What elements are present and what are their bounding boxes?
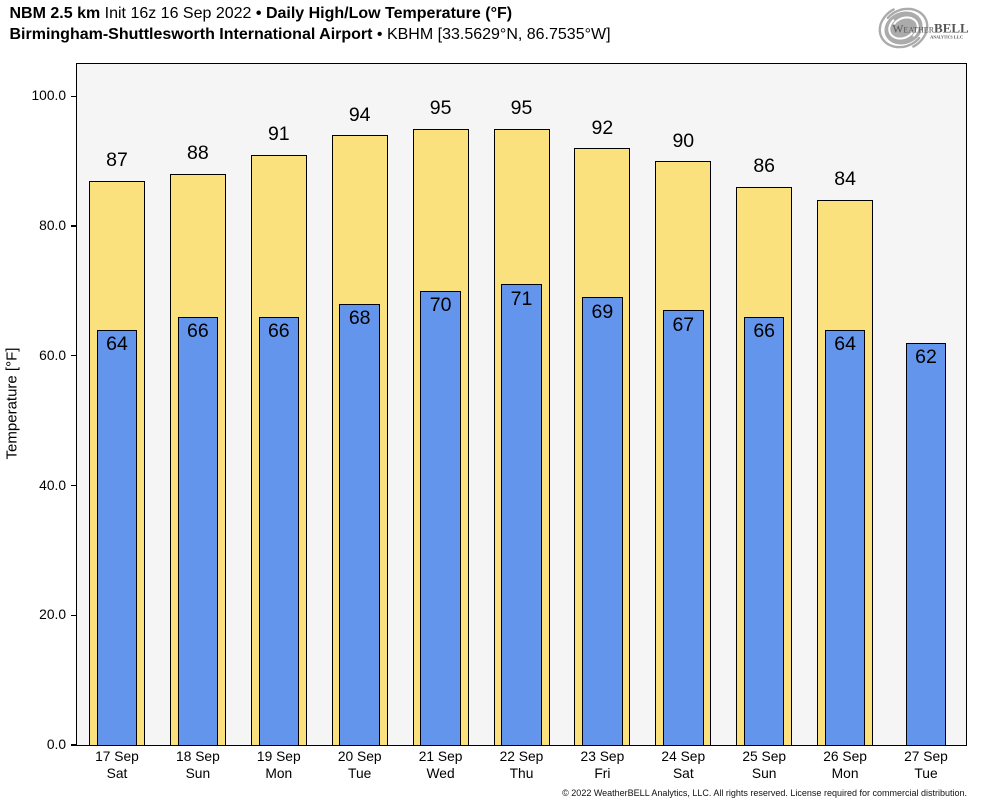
- svg-text:ANALYTICS LLC: ANALYTICS LLC: [930, 35, 963, 40]
